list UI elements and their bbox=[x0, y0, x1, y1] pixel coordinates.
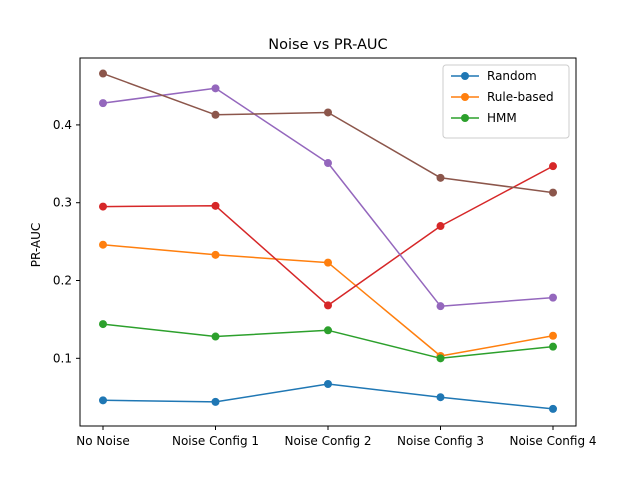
x-axis: No Noise Noise Config 1 Noise Config 2 Nois… bbox=[76, 426, 597, 448]
data-point bbox=[211, 250, 220, 259]
data-point bbox=[324, 258, 332, 267]
data-point bbox=[211, 110, 220, 119]
series-5 bbox=[99, 84, 557, 311]
x-tick-label: Noise Config 4 bbox=[509, 434, 596, 448]
data-point bbox=[324, 301, 332, 310]
data-point bbox=[324, 326, 332, 335]
data-point bbox=[99, 69, 107, 78]
legend-box bbox=[442, 64, 570, 139]
data-point bbox=[324, 379, 332, 388]
data-point bbox=[549, 342, 557, 351]
data-point bbox=[99, 396, 107, 405]
data-point bbox=[99, 202, 107, 211]
data-point bbox=[436, 393, 445, 402]
y-axis: 0.1 0.2 0.3 0.4 bbox=[53, 118, 80, 365]
y-tick-label: 0.4 bbox=[53, 118, 72, 132]
y-tick-label: 0.1 bbox=[53, 351, 72, 365]
data-point bbox=[436, 302, 445, 311]
data-point bbox=[549, 293, 557, 302]
y-tick-label: 0.3 bbox=[53, 196, 72, 210]
data-point bbox=[211, 332, 220, 341]
legend: Random Rule-based HMM bbox=[442, 64, 570, 139]
y-tick-label: 0.2 bbox=[53, 274, 72, 288]
series-2 bbox=[99, 240, 557, 360]
data-point bbox=[549, 188, 557, 197]
data-point bbox=[436, 222, 445, 231]
data-point bbox=[549, 404, 557, 413]
legend-label: HMM bbox=[487, 111, 517, 125]
series-3 bbox=[99, 320, 557, 363]
data-point bbox=[211, 84, 220, 93]
y-axis-label: PR-AUC bbox=[29, 223, 43, 268]
data-point bbox=[99, 99, 107, 108]
data-point bbox=[549, 162, 557, 171]
x-tick-label: Noise Config 3 bbox=[397, 434, 484, 448]
legend-item: Rule-based bbox=[451, 90, 554, 104]
legend-marker bbox=[461, 93, 469, 101]
data-point bbox=[436, 173, 445, 182]
chart-title: Noise vs PR-AUC bbox=[268, 37, 387, 53]
x-tick-label: Noise Config 1 bbox=[172, 434, 259, 448]
data-point bbox=[211, 397, 220, 406]
series-1 bbox=[99, 379, 557, 413]
data-point bbox=[99, 240, 107, 249]
data-point bbox=[324, 108, 332, 117]
series-4 bbox=[99, 162, 557, 310]
x-tick-label: No Noise bbox=[76, 434, 129, 448]
legend-item: HMM bbox=[451, 111, 517, 125]
legend-marker bbox=[461, 114, 469, 122]
data-point bbox=[211, 201, 220, 210]
data-point bbox=[436, 354, 445, 363]
series-layer bbox=[99, 69, 557, 413]
data-point bbox=[99, 320, 107, 329]
series-6 bbox=[99, 69, 557, 197]
x-tick-label: Noise Config 2 bbox=[284, 434, 371, 448]
legend-label: Random bbox=[487, 69, 537, 83]
legend-label: Rule-based bbox=[487, 90, 554, 104]
data-point bbox=[549, 331, 557, 340]
data-point bbox=[324, 159, 332, 168]
legend-marker bbox=[461, 72, 469, 80]
legend-item: Random bbox=[451, 69, 537, 83]
